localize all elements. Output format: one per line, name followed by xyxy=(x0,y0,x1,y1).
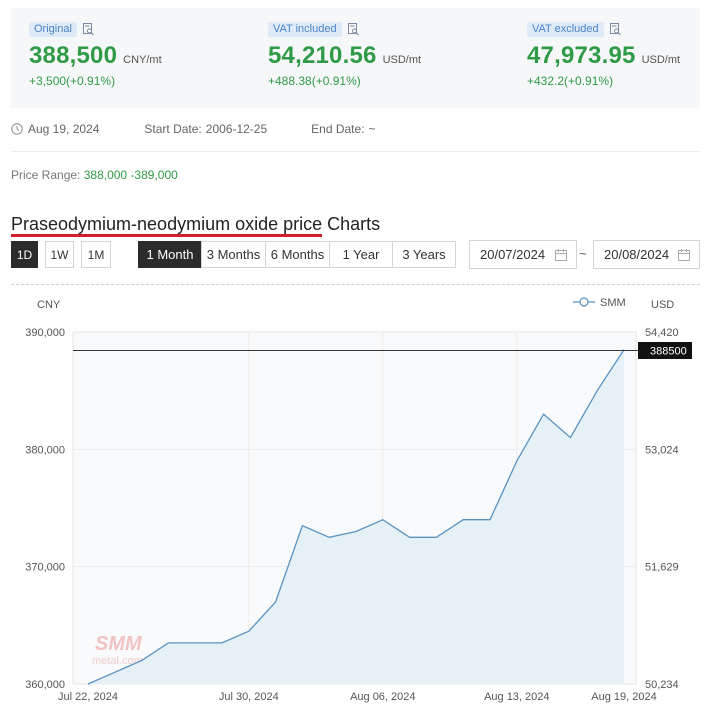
period-button-3-months[interactable]: 3 Months xyxy=(201,241,266,268)
watermark: SMM metal.com xyxy=(92,633,143,667)
y-axis-left: 360,000 370,000 380,000 390,000 xyxy=(25,327,65,691)
range-button-1m[interactable]: 1M xyxy=(81,241,111,268)
date-to-input[interactable]: 20/08/2024 xyxy=(593,240,700,269)
watermark-site: metal.com xyxy=(92,655,143,667)
price-tag: VAT included xyxy=(268,22,342,37)
y2-tick-label: 53,024 xyxy=(645,444,679,456)
price-value: 54,210.56 xyxy=(268,42,377,69)
start-date-value: 2006-12-25 xyxy=(205,122,268,136)
price-summary-panel: Original 388,500 CNY/mt +3,500(+0.91%) V… xyxy=(11,8,700,108)
price-tag: VAT excluded xyxy=(527,22,604,37)
y2-tick-label: 54,420 xyxy=(645,327,679,339)
start-date-label: Start Date: xyxy=(144,122,202,136)
x-tick-label: Jul 30, 2024 xyxy=(219,691,279,703)
end-date-label: End Date: xyxy=(311,122,365,136)
left-axis-unit: CNY xyxy=(37,299,61,311)
current-date: Aug 19, 2024 xyxy=(28,122,100,136)
current-price-marker: 388500 xyxy=(638,342,692,359)
y2-tick-label: 50,234 xyxy=(645,679,679,691)
chart-title: Praseodymium-neodymium oxide price Chart… xyxy=(11,214,381,237)
y-tick-label: 390,000 xyxy=(25,327,65,339)
price-change: +488.38(+0.91%) xyxy=(268,74,361,88)
price-unit: CNY/mt xyxy=(123,54,162,66)
document-search-icon[interactable] xyxy=(347,23,359,36)
document-search-icon[interactable] xyxy=(609,23,621,36)
price-unit: USD/mt xyxy=(641,54,681,66)
right-axis-unit: USD xyxy=(651,299,674,311)
x-tick-label: Aug 19, 2024 xyxy=(591,691,656,703)
calendar-icon[interactable] xyxy=(555,249,567,261)
price-area xyxy=(88,349,624,684)
price-unit: USD/mt xyxy=(382,54,422,66)
chart-divider xyxy=(11,284,700,285)
document-search-icon[interactable] xyxy=(82,23,94,36)
period-button-6-months[interactable]: 6 Months xyxy=(265,241,330,268)
price-change: +3,500(+0.91%) xyxy=(29,74,116,88)
price-line[interactable] xyxy=(87,349,625,685)
range-button-1w[interactable]: 1W xyxy=(45,241,74,268)
y-axis-right: 50,234 51,629 53,024 54,420 xyxy=(645,327,679,691)
clock-icon xyxy=(11,123,23,135)
calendar-icon[interactable] xyxy=(678,249,690,261)
price-card-vat-included: VAT included 54,210.56 USD/mt +488.38(+0… xyxy=(268,21,421,88)
price-range: Price Range: 388,000 -389,000 xyxy=(11,168,178,182)
price-value: 388,500 xyxy=(29,42,118,69)
chart-title-product: Praseodymium-neodymium oxide price xyxy=(11,214,323,237)
date-to-value: 20/08/2024 xyxy=(604,247,670,262)
chart-title-suffix: Charts xyxy=(322,214,381,234)
y-tick-label: 360,000 xyxy=(25,679,65,691)
date-from-value: 20/07/2024 xyxy=(480,247,546,262)
price-value: 47,973.95 xyxy=(527,42,636,69)
date-info-row: Aug 19, 2024 Start Date: 2006-12-25 End … xyxy=(11,120,376,138)
x-tick-label: Aug 06, 2024 xyxy=(350,691,415,703)
price-card-vat-excluded: VAT excluded 47,973.95 USD/mt +432.2(+0.… xyxy=(527,21,680,88)
period-button-1-year[interactable]: 1 Year xyxy=(329,241,393,268)
y2-tick-label: 51,629 xyxy=(645,562,679,574)
price-range-label: Price Range: xyxy=(11,168,81,182)
price-chart[interactable]: CNY USD SMM 360,000 370,000 380,000 390,000… xyxy=(0,290,707,722)
legend-label: SMM xyxy=(600,297,626,309)
y-tick-label: 380,000 xyxy=(25,444,65,456)
watermark-logo: SMM xyxy=(95,633,143,655)
price-change: +432.2(+0.91%) xyxy=(527,74,614,88)
price-card-original: Original 388,500 CNY/mt +3,500(+0.91%) xyxy=(29,21,162,88)
price-tag: Original xyxy=(29,22,77,37)
legend-marker-icon xyxy=(579,297,589,307)
date-from-input[interactable]: 20/07/2024 xyxy=(469,240,577,269)
y-tick-label: 370,000 xyxy=(25,562,65,574)
period-button-1-month[interactable]: 1 Month xyxy=(138,241,202,268)
x-axis: Jul 22, 2024 Jul 30, 2024 Aug 06, 2024 Aug … xyxy=(58,691,657,703)
x-tick-label: Jul 22, 2024 xyxy=(58,691,118,703)
date-separator: ~ xyxy=(579,246,587,261)
x-tick-label: Aug 13, 2024 xyxy=(484,691,549,703)
chart-legend[interactable]: SMM xyxy=(573,297,626,309)
divider xyxy=(11,151,700,152)
end-date-value: ~ xyxy=(368,122,376,136)
price-range-value: 388,000 -389,000 xyxy=(83,168,178,182)
range-button-1d[interactable]: 1D xyxy=(11,241,38,268)
current-price-label: 388500 xyxy=(650,346,687,358)
period-button-3-years[interactable]: 3 Years xyxy=(392,241,456,268)
